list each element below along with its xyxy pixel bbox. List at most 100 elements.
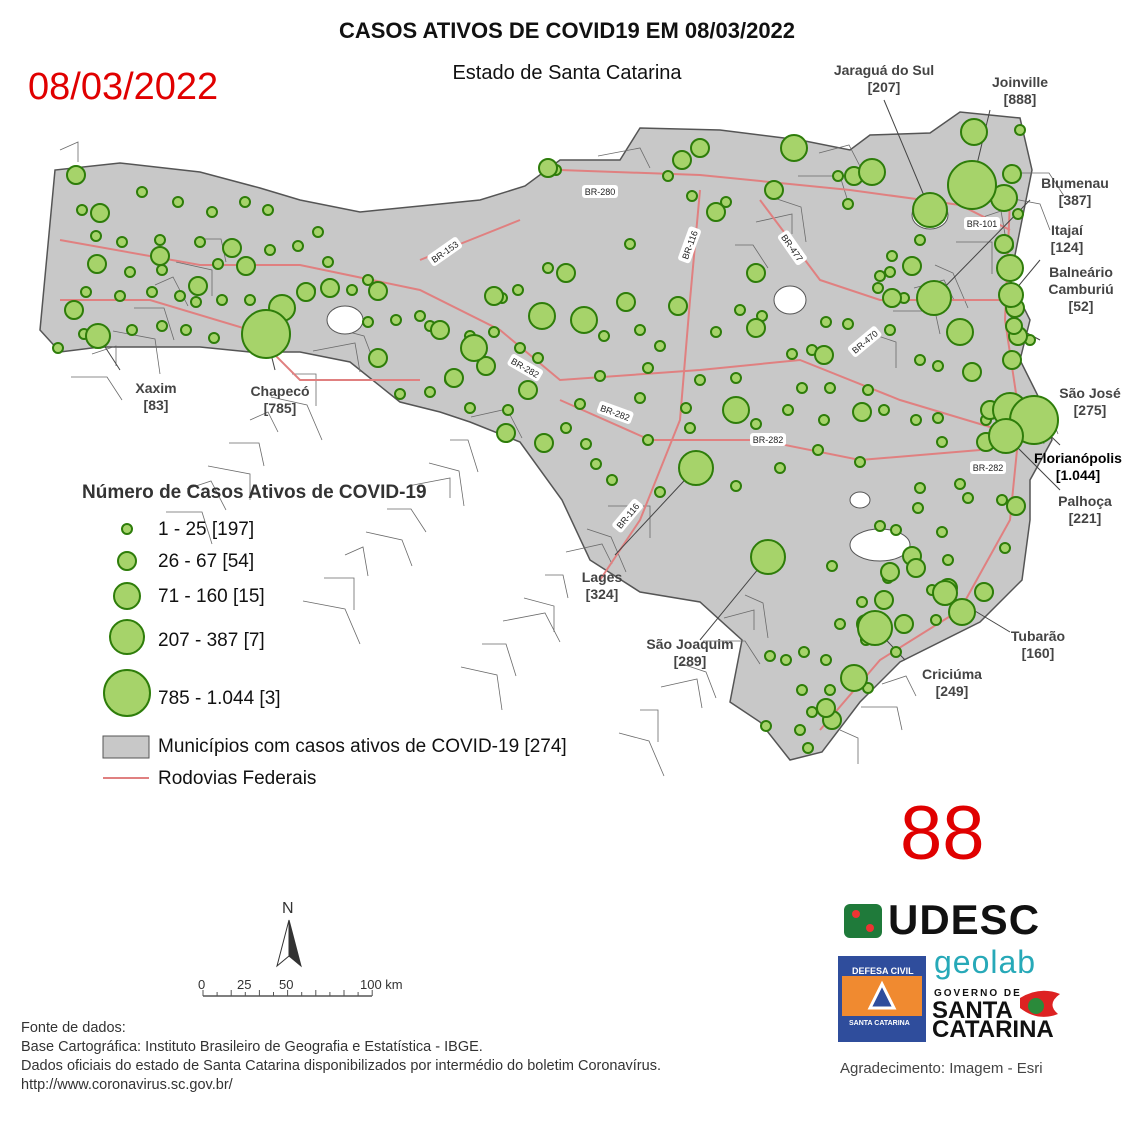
municipality-border [776, 198, 807, 243]
udesc-logo: UDESC [888, 896, 1041, 943]
source-url[interactable]: http://www.coronavirus.sc.gov.br/ [21, 1077, 233, 1093]
case-circle [424, 386, 436, 398]
case-circle [556, 263, 576, 283]
road-label: BR-280 [582, 185, 618, 198]
case-circle [880, 562, 900, 582]
case-circle [146, 286, 158, 298]
no-case-municipality [849, 491, 871, 509]
case-circle [856, 596, 868, 608]
case-circle [136, 186, 148, 198]
legend-circle [117, 551, 137, 571]
city-name: Tubarão [1010, 628, 1066, 644]
city-label: Itajaí [124] [1051, 222, 1084, 256]
case-circle [90, 230, 102, 242]
case-circle [764, 180, 784, 200]
case-circle [824, 382, 836, 394]
legend-roads: Rodovias Federais [158, 768, 317, 789]
legend-title: Número de Casos Ativos de COVID-19 [82, 482, 427, 503]
case-circle [484, 286, 504, 306]
city-value: [249] [935, 683, 969, 699]
case-circle [76, 204, 88, 216]
municipality-border [186, 480, 227, 511]
legend-class-1: 1 - 25 [197] [158, 519, 255, 540]
city-circle-lages [678, 450, 714, 486]
case-circle [996, 494, 1008, 506]
city-circle-crici-ma [857, 610, 893, 646]
case-circle [994, 234, 1014, 254]
case-circle [710, 326, 722, 338]
case-circle [832, 170, 844, 182]
city-name-line2: Camburiú [1048, 281, 1114, 297]
road-label-bg [970, 461, 1006, 474]
case-circle [624, 238, 636, 250]
case-circle [884, 324, 896, 336]
road-label-bg [964, 217, 1000, 230]
case-circle [720, 196, 732, 208]
case-circle [590, 458, 602, 470]
case-circle [802, 742, 814, 754]
city-value: [1.044] [1055, 467, 1101, 483]
case-circle [654, 340, 666, 352]
city-label: Balneário Camburiú [52] [1048, 264, 1113, 315]
road-label-text: BR-280 [585, 187, 616, 197]
case-circle [174, 290, 186, 302]
federal-road [819, 199, 1022, 731]
case-circle [886, 250, 898, 262]
case-circle [668, 296, 688, 316]
case-circle [816, 698, 836, 718]
road-label-bg [678, 226, 701, 264]
legend-municipalities: Municípios com casos ativos de COVID-19 … [158, 736, 567, 757]
case-circle [680, 402, 692, 414]
municipality-border [112, 330, 161, 375]
city-circle-palho-a [988, 418, 1024, 454]
legend-circle [113, 582, 141, 610]
defesa-civil-top: DEFESA CIVIL [852, 966, 914, 976]
legend-municipality-swatch [102, 735, 150, 759]
municipality-border [640, 709, 659, 742]
legend-class-3: 71 - 160 [15] [158, 586, 265, 607]
case-circle [818, 414, 830, 426]
case-circle [1012, 208, 1024, 220]
municipality-border [703, 640, 761, 665]
case-circle [872, 282, 884, 294]
case-circle [806, 706, 818, 718]
case-circle [912, 502, 924, 514]
road-label-text: BR-282 [753, 435, 784, 445]
credit-text: Agradecimento: Imagem - Esri [840, 1060, 1043, 1077]
city-name: Criciúma [922, 666, 982, 682]
municipality-border [565, 543, 613, 565]
case-circle [1006, 496, 1026, 516]
city-value: [888] [1003, 91, 1037, 107]
gov-line3: CATARINA [932, 1016, 1054, 1043]
municipality-border [249, 411, 279, 433]
case-circle [782, 404, 794, 416]
case-circle [390, 314, 402, 326]
case-circle [874, 520, 886, 532]
udesc-emblem [844, 904, 882, 938]
case-circle [518, 380, 538, 400]
case-circle [528, 302, 556, 330]
city-name: Balneário [1049, 264, 1113, 280]
city-label: Lages [324] [582, 569, 622, 603]
city-value: [160] [1021, 645, 1055, 661]
defesa-civil-triangle [867, 980, 897, 1010]
sc-flag-seal [1028, 998, 1044, 1014]
case-circle [852, 402, 872, 422]
big-number: 88 [900, 791, 985, 876]
scale-tick-0: 0 [198, 977, 206, 992]
city-label: Chapecó [785] [250, 383, 309, 417]
case-circle [672, 150, 692, 170]
case-circle [52, 342, 64, 354]
municipality-border [597, 147, 651, 169]
case-circle [936, 526, 948, 538]
case-circle [368, 348, 388, 368]
case-circle [780, 654, 792, 666]
municipality-border [387, 508, 427, 533]
municipality-border [91, 345, 117, 366]
udesc-emblem-dot [866, 924, 874, 932]
municipality-border [292, 373, 317, 406]
city-circle-itaja- [998, 282, 1024, 308]
municipality-border [818, 144, 865, 175]
road-label-bg [847, 326, 882, 357]
case-circle [222, 238, 242, 258]
